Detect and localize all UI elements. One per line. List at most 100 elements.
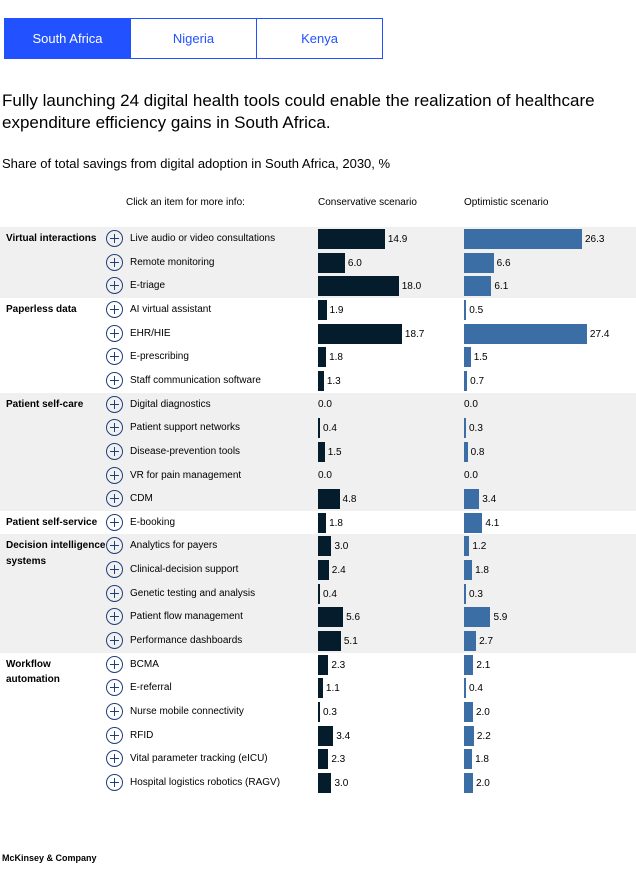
expand-plus-icon[interactable] xyxy=(106,324,123,342)
optimistic-value-e-prescribing: 1.5 xyxy=(473,352,488,364)
conservative-value-vital-parameter-tracking-eicu: 2.3 xyxy=(331,754,346,766)
optimistic-value-nurse-mobile-connectivity: 2.0 xyxy=(475,707,490,718)
expand-plus-icon[interactable] xyxy=(106,561,123,579)
expand-plus-icon[interactable] xyxy=(106,277,123,295)
expand-plus-icon[interactable] xyxy=(106,773,123,791)
tab-nigeria[interactable]: Nigeria xyxy=(130,18,257,59)
item-label-genetic-testing-and-analysis[interactable]: Genetic testing and analysis xyxy=(130,587,256,599)
conservative-bar-clinical-decision-support xyxy=(318,560,329,581)
conservative-bar-staff-communication-software xyxy=(318,370,324,391)
item-label-clinical-decision-support[interactable]: Clinical-decision support xyxy=(130,564,239,576)
conservative-bar-vital-parameter-tracking-eicu xyxy=(318,749,329,770)
expand-plus-icon[interactable] xyxy=(106,655,123,673)
conservative-value-ai-virtual-assistant: 1.9 xyxy=(329,304,344,316)
tab-kenya[interactable]: Kenya xyxy=(256,18,383,59)
item-label-patient-flow-management[interactable]: Patient flow management xyxy=(130,611,243,623)
expand-plus-icon[interactable] xyxy=(106,584,123,602)
optimistic-column-header: Optimistic scenario xyxy=(464,197,549,208)
item-label-e-referral[interactable]: E-referral xyxy=(130,682,172,694)
conservative-bar-e-referral xyxy=(318,678,323,699)
optimistic-bar-ehr-hie xyxy=(464,323,587,344)
conservative-value-patient-flow-management: 5.6 xyxy=(346,612,361,624)
item-label-live-audio-or-video-consultations[interactable]: Live audio or video consultations xyxy=(130,233,276,244)
chart-title: Share of total savings from digital adop… xyxy=(2,156,391,171)
expand-plus-icon[interactable] xyxy=(106,419,123,437)
item-label-hospital-logistics-robotics-ragv[interactable]: Hospital logistics robotics (RAGV) xyxy=(130,776,281,788)
item-label-bcma[interactable]: BCMA xyxy=(130,658,159,670)
expand-plus-icon[interactable] xyxy=(106,300,123,318)
expand-plus-icon[interactable] xyxy=(106,395,123,413)
item-label-digital-diagnostics[interactable]: Digital diagnostics xyxy=(130,398,211,410)
expand-plus-icon[interactable] xyxy=(106,679,123,697)
conservative-value-staff-communication-software: 1.3 xyxy=(326,375,341,387)
optimistic-value-disease-prevention-tools: 0.8 xyxy=(470,446,485,458)
optimistic-bar-live-audio-or-video-consultations xyxy=(464,229,582,249)
expand-plus-icon[interactable] xyxy=(106,703,123,720)
optimistic-value-e-referral: 0.4 xyxy=(469,683,483,695)
expand-plus-icon[interactable] xyxy=(106,608,123,626)
optimistic-bar-staff-communication-software xyxy=(464,370,468,391)
conservative-bar-ai-virtual-assistant xyxy=(318,299,327,320)
optimistic-value-ai-virtual-assistant: 0.5 xyxy=(469,304,484,316)
expand-plus-icon[interactable] xyxy=(106,726,123,744)
optimistic-bar-patient-flow-management xyxy=(464,607,491,628)
conservative-bar-ehr-hie xyxy=(318,323,402,344)
expand-plus-icon[interactable] xyxy=(106,466,123,484)
conservative-value-live-audio-or-video-consultations: 14.9 xyxy=(387,234,408,245)
optimistic-value-patient-flow-management: 5.9 xyxy=(493,612,508,624)
optimistic-bar-e-referral xyxy=(464,678,466,699)
item-label-ai-virtual-assistant[interactable]: AI virtual assistant xyxy=(130,303,212,315)
optimistic-bar-vital-parameter-tracking-eicu xyxy=(464,749,473,770)
item-label-e-prescribing[interactable]: E-prescribing xyxy=(130,351,189,363)
item-label-rfid[interactable]: RFID xyxy=(130,729,154,741)
item-label-analytics-for-payers[interactable]: Analytics for payers xyxy=(130,540,218,552)
item-label-vr-for-pain-management[interactable]: VR for pain management xyxy=(130,469,242,481)
item-label-staff-communication-software[interactable]: Staff communication software xyxy=(130,374,261,386)
conservative-value-bcma: 2.3 xyxy=(331,659,346,671)
conservative-bar-nurse-mobile-connectivity xyxy=(318,702,320,722)
optimistic-value-patient-support-networks: 0.3 xyxy=(469,423,483,435)
optimistic-bar-genetic-testing-and-analysis xyxy=(464,583,466,604)
item-label-patient-support-networks[interactable]: Patient support networks xyxy=(130,422,241,434)
item-label-nurse-mobile-connectivity[interactable]: Nurse mobile connectivity xyxy=(130,706,244,717)
item-label-ehr-hie[interactable]: EHR/HIE xyxy=(130,327,171,339)
optimistic-value-performance-dashboards: 2.7 xyxy=(479,636,494,648)
item-column-header: Click an item for more info: xyxy=(126,197,245,208)
conservative-value-cdm: 4.8 xyxy=(342,494,357,506)
optimistic-value-e-booking: 4.1 xyxy=(485,517,500,529)
expand-plus-icon[interactable] xyxy=(106,490,123,508)
conservative-bar-performance-dashboards xyxy=(318,631,341,652)
tab-south-africa[interactable]: South Africa xyxy=(4,18,131,59)
conservative-value-vr-for-pain-management: 0.0 xyxy=(318,469,332,481)
optimistic-value-clinical-decision-support: 1.8 xyxy=(475,565,489,577)
expand-plus-icon[interactable] xyxy=(106,513,123,531)
item-label-disease-prevention-tools[interactable]: Disease-prevention tools xyxy=(130,445,241,457)
conservative-value-e-triage: 18.0 xyxy=(401,281,422,293)
item-label-e-triage[interactable]: E-triage xyxy=(130,280,166,292)
expand-plus-icon[interactable] xyxy=(106,632,123,650)
optimistic-bar-performance-dashboards xyxy=(464,631,477,652)
expand-plus-icon[interactable] xyxy=(106,750,123,768)
conservative-value-e-referral: 1.1 xyxy=(325,683,340,695)
item-label-e-booking[interactable]: E-booking xyxy=(130,516,176,528)
conservative-column-header: Conservative scenario xyxy=(318,197,417,208)
expand-plus-icon[interactable] xyxy=(106,253,123,271)
optimistic-value-vital-parameter-tracking-eicu: 1.8 xyxy=(475,754,489,766)
expand-plus-icon[interactable] xyxy=(106,442,123,460)
item-label-cdm[interactable]: CDM xyxy=(130,493,153,505)
conservative-bar-rfid xyxy=(318,725,334,746)
optimistic-value-hospital-logistics-robotics-ragv: 2.0 xyxy=(475,777,490,789)
item-label-performance-dashboards[interactable]: Performance dashboards xyxy=(130,635,243,647)
optimistic-bar-rfid xyxy=(464,725,474,746)
optimistic-bar-bcma xyxy=(464,654,474,675)
item-label-vital-parameter-tracking-eicu[interactable]: Vital parameter tracking (eICU) xyxy=(130,753,268,765)
conservative-value-e-prescribing: 1.8 xyxy=(329,352,343,364)
conservative-value-performance-dashboards: 5.1 xyxy=(343,636,358,648)
expand-plus-icon[interactable] xyxy=(106,230,123,247)
expand-plus-icon[interactable] xyxy=(106,348,123,366)
optimistic-value-analytics-for-payers: 1.2 xyxy=(472,541,487,553)
expand-plus-icon[interactable] xyxy=(106,537,123,555)
optimistic-value-live-audio-or-video-consultations: 26.3 xyxy=(585,234,605,245)
expand-plus-icon[interactable] xyxy=(106,371,123,389)
item-label-remote-monitoring[interactable]: Remote monitoring xyxy=(130,256,215,268)
